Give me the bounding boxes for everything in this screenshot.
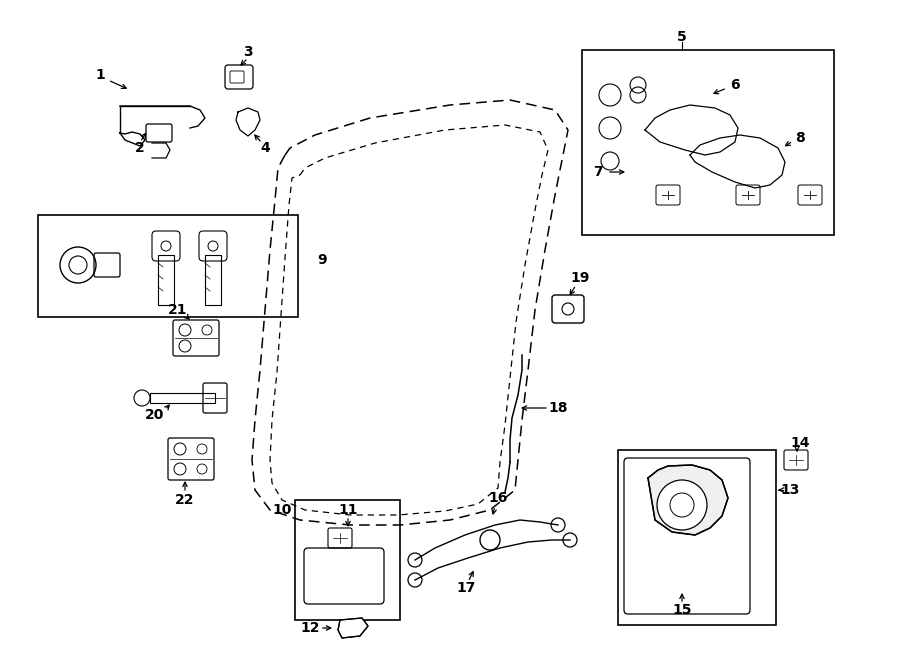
Bar xyxy=(38,215,298,317)
Circle shape xyxy=(657,480,707,530)
Text: 18: 18 xyxy=(548,401,568,415)
Text: 15: 15 xyxy=(672,603,692,617)
Text: 2: 2 xyxy=(135,141,145,155)
Text: 6: 6 xyxy=(730,78,740,92)
Text: 20: 20 xyxy=(145,408,165,422)
Text: 8: 8 xyxy=(795,131,805,145)
Polygon shape xyxy=(648,465,728,535)
Text: 21: 21 xyxy=(168,303,188,317)
Polygon shape xyxy=(338,618,368,638)
Text: 14: 14 xyxy=(790,436,810,450)
Text: 10: 10 xyxy=(273,503,292,517)
Text: 12: 12 xyxy=(301,621,320,635)
Circle shape xyxy=(208,241,218,251)
Text: 1: 1 xyxy=(95,68,105,82)
Text: 3: 3 xyxy=(243,45,253,59)
Text: 19: 19 xyxy=(571,271,590,285)
Bar xyxy=(618,450,776,625)
Text: 13: 13 xyxy=(780,483,800,497)
Text: 5: 5 xyxy=(677,30,687,44)
Text: 9: 9 xyxy=(317,253,327,267)
Bar xyxy=(295,500,400,620)
Text: 4: 4 xyxy=(260,141,270,155)
Text: 7: 7 xyxy=(593,165,603,179)
Bar xyxy=(150,393,215,403)
Text: 11: 11 xyxy=(338,503,358,517)
Bar xyxy=(582,50,834,235)
Text: 17: 17 xyxy=(456,581,476,595)
Bar xyxy=(205,255,221,305)
Bar xyxy=(158,255,174,305)
Circle shape xyxy=(161,241,171,251)
Text: 16: 16 xyxy=(489,491,508,505)
Text: 22: 22 xyxy=(176,493,194,507)
